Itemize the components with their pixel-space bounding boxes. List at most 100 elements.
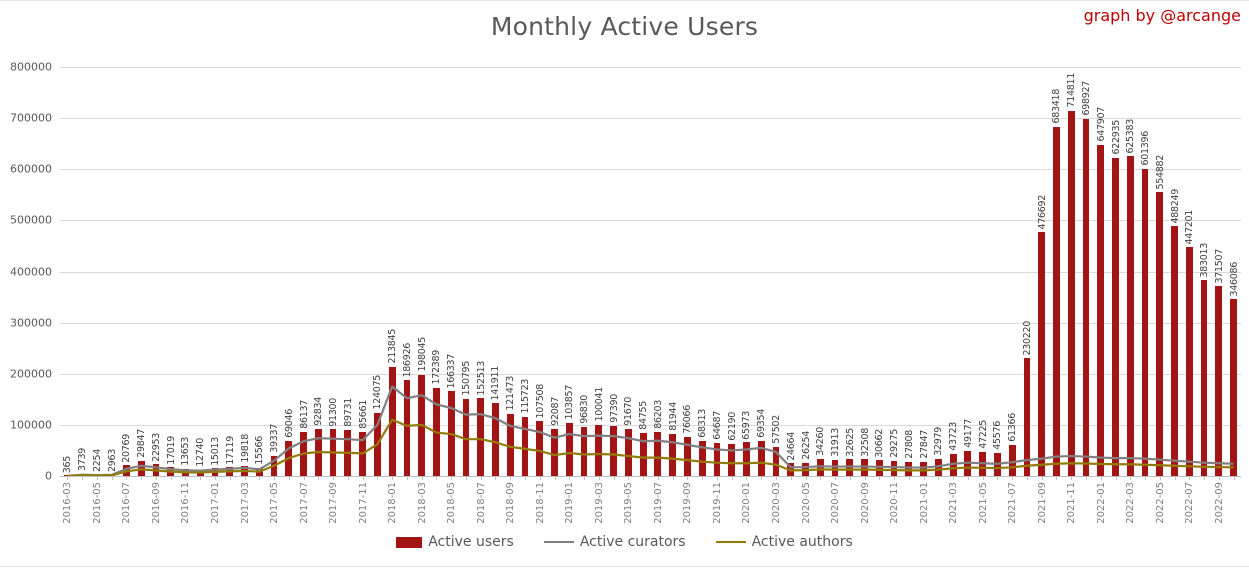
x-axis-tick-label: 2021-09 — [1036, 482, 1048, 524]
x-axis-tickmark — [96, 476, 98, 480]
x-axis-tickmark — [525, 476, 527, 480]
x-axis-tickmark — [318, 476, 320, 480]
x-axis-line — [60, 476, 1241, 477]
legend-item[interactable]: Active users — [396, 534, 514, 550]
x-axis-tickmark — [879, 476, 881, 480]
x-axis-tickmark — [377, 476, 379, 480]
x-axis-tick-label: 2017-01 — [210, 482, 221, 524]
gridline — [60, 169, 1241, 171]
y-axis-tick-label: 700000 — [10, 111, 52, 125]
x-axis-tickmark — [392, 476, 394, 480]
x-axis-tickmark — [908, 476, 910, 480]
bar — [1038, 232, 1046, 476]
x-axis-tick-label: 2020-01 — [741, 482, 753, 524]
line-series-layer — [67, 385, 1234, 477]
bar — [1141, 168, 1149, 476]
top-divider — [0, 0, 1249, 1]
x-axis-tickmark — [820, 476, 822, 480]
x-axis-tickmark — [894, 476, 896, 480]
x-axis-tick-label: 2022-05 — [1154, 482, 1166, 524]
x-axis-tickmark — [82, 476, 84, 480]
x-axis-tick-label: 2022-09 — [1213, 482, 1225, 524]
bar — [1200, 280, 1208, 476]
x-axis-tick-label: 2017-09 — [328, 482, 340, 524]
x-axis-tickmark — [628, 476, 630, 480]
bar — [934, 459, 942, 476]
x-axis-tickmark — [982, 476, 984, 480]
x-axis-tickmark — [967, 476, 969, 480]
x-axis-tickmark — [1145, 476, 1147, 480]
gridline — [60, 118, 1241, 120]
bar — [624, 429, 632, 476]
x-axis-tick-label: 2019-01 — [564, 482, 576, 524]
x-axis-tickmark — [1189, 476, 1191, 480]
line-series — [67, 418, 1234, 477]
x-axis-tickmark — [672, 476, 674, 480]
legend-item[interactable]: Active authors — [715, 534, 853, 550]
x-axis-tick-label: 2021-01 — [918, 482, 930, 524]
legend-item[interactable]: Active curators — [543, 534, 686, 550]
x-axis-tickmark — [495, 476, 497, 480]
x-axis-tick-label: 2021-07 — [1007, 482, 1019, 524]
x-axis-tickmark — [1012, 476, 1014, 480]
x-axis-tickmark — [938, 476, 940, 480]
bar — [610, 426, 617, 476]
bar — [403, 380, 411, 476]
bar — [861, 459, 868, 476]
x-axis-tick-label: 2018-09 — [505, 482, 517, 524]
x-axis-tickmark — [274, 476, 276, 480]
bar — [875, 460, 883, 476]
gridline — [60, 220, 1241, 222]
x-axis-tick-label: 2019-09 — [682, 482, 694, 524]
x-axis-tick-label: 2017-11 — [357, 482, 369, 524]
x-axis-tick-label: 2019-07 — [652, 482, 664, 524]
x-axis-tick-label: 2016-09 — [150, 482, 162, 524]
bar — [920, 461, 927, 476]
x-axis-tickmark — [1026, 476, 1028, 480]
x-axis-tickmark — [643, 476, 645, 480]
x-axis-tickmark — [288, 476, 290, 480]
x-axis-tick-label: 2018-05 — [446, 482, 458, 524]
credit-watermark: graph by @arcange — [1083, 6, 1241, 25]
x-axis-tickmark — [436, 476, 438, 480]
x-axis-tick-label: 2018-03 — [416, 482, 428, 524]
x-axis-tickmark — [362, 476, 364, 480]
x-axis-tick-label: 2019-11 — [711, 482, 723, 524]
chart-legend: Active users Active curators Active author… — [0, 534, 1249, 550]
x-axis-tickmark — [554, 476, 556, 480]
gridline — [60, 271, 1241, 273]
y-axis-tick-label: 300000 — [10, 316, 52, 330]
x-axis-tick-label: 2017-05 — [269, 482, 281, 524]
bar — [462, 398, 470, 476]
x-axis-tickmark — [923, 476, 925, 480]
bar — [669, 434, 677, 476]
x-axis-tickmark — [1056, 476, 1058, 480]
x-axis-tickmark — [1100, 476, 1102, 480]
x-axis-tickmark — [775, 476, 777, 480]
bar — [1126, 156, 1134, 476]
x-axis-tickmark — [657, 476, 659, 480]
x-axis-tickmark — [185, 476, 187, 480]
x-axis-tickmark — [259, 476, 261, 480]
x-axis-tick-label: 2020-03 — [770, 482, 782, 524]
x-axis-tick-label: 2017-03 — [239, 482, 251, 524]
x-axis-tick-label: 2019-03 — [593, 482, 605, 524]
x-axis-tickmark — [1233, 476, 1235, 480]
bottom-divider — [0, 566, 1249, 567]
y-axis-tick-label: 0 — [45, 469, 52, 483]
x-axis-tickmark — [1085, 476, 1087, 480]
x-axis-tickmark — [569, 476, 571, 480]
bar — [477, 398, 485, 476]
x-axis-tick-label: 2021-03 — [948, 482, 960, 524]
x-axis-tick-label: 2018-07 — [475, 482, 487, 524]
x-axis-tickmark — [406, 476, 408, 480]
y-axis-tick-label: 100000 — [10, 418, 52, 432]
x-axis-tickmark — [111, 476, 113, 480]
x-axis-tick-label: 2016-03 — [62, 482, 74, 524]
bar — [684, 437, 691, 476]
bar — [580, 426, 588, 476]
bar — [728, 444, 736, 476]
y-axis-tick-label: 800000 — [10, 60, 52, 74]
bar — [1185, 247, 1193, 476]
x-axis-tickmark — [584, 476, 586, 480]
